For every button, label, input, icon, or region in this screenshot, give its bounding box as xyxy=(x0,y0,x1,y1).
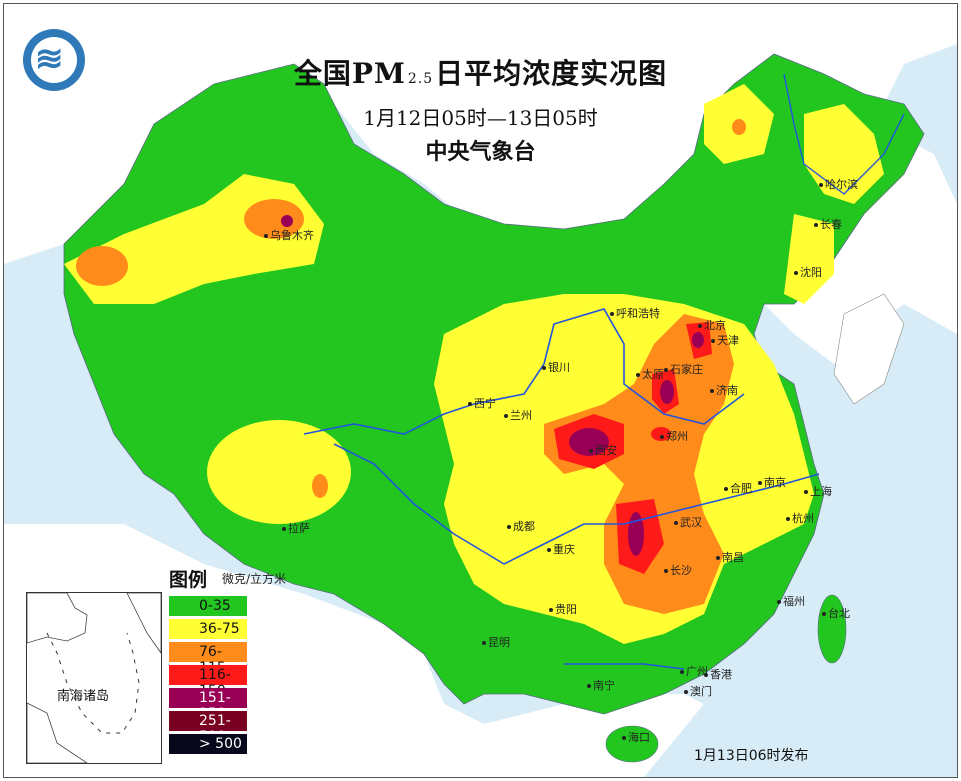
map-title: 全国PM 2.5日平均浓度实况图 xyxy=(4,52,957,92)
region-yellow-liaoning xyxy=(784,214,834,304)
legend-item: 251-500 xyxy=(169,711,247,745)
city-label: 太原 xyxy=(636,366,664,382)
korea-land xyxy=(833,293,905,405)
title-prefix: 全国PM xyxy=(293,57,406,90)
inset-map xyxy=(26,592,162,764)
region-orange-northeast xyxy=(732,119,746,135)
city-label: 合肥 xyxy=(724,480,752,496)
region-yellow-tibet xyxy=(207,420,351,524)
legend-item: 76-115 xyxy=(169,642,247,676)
city-label: 兰州 xyxy=(504,407,532,423)
city-label: 海口 xyxy=(622,729,650,745)
legend-swatch xyxy=(169,711,247,731)
legend-swatch xyxy=(169,619,247,639)
city-label: 武汉 xyxy=(674,514,702,530)
city-label: 济南 xyxy=(710,382,738,398)
legend-item: 116-150 xyxy=(169,665,247,699)
city-label: 沈阳 xyxy=(794,264,822,280)
region-red-zhengzhou xyxy=(651,427,671,441)
amur-river xyxy=(783,73,905,195)
legend-title: 图例 xyxy=(169,569,208,591)
legend-swatch xyxy=(169,688,247,708)
inset-coast-right xyxy=(126,592,162,655)
city-label: 长春 xyxy=(814,216,842,232)
city-label: 长沙 xyxy=(664,562,692,578)
city-label: 乌鲁木齐 xyxy=(264,227,314,243)
city-label: 西宁 xyxy=(468,395,496,411)
legend-item: > 500 xyxy=(169,734,247,755)
city-label: 广州 xyxy=(680,663,708,679)
region-orange-north-china xyxy=(544,314,734,614)
legend-label: 36-75 xyxy=(199,621,240,637)
inset-coast xyxy=(26,592,88,644)
city-label: 成都 xyxy=(507,518,535,534)
legend-swatch xyxy=(169,665,247,685)
city-label: 福州 xyxy=(777,593,805,609)
city-label: 南宁 xyxy=(587,677,615,693)
south-china-sea-inset: 南海诸岛 xyxy=(26,592,162,764)
legend-item: 151-250 xyxy=(169,688,247,722)
city-label: 郑州 xyxy=(660,428,688,444)
region-purple-urumqi xyxy=(281,215,293,227)
city-label: 南昌 xyxy=(716,549,744,565)
city-label: 杭州 xyxy=(786,510,814,526)
region-orange-xinjiang-west xyxy=(76,246,128,286)
city-label: 重庆 xyxy=(547,541,575,557)
region-purple-shanxi xyxy=(660,380,674,404)
map-frame: ≋ 全国PM 2.5日平均浓度实况图 1月12日05时—13日05时 中央气象台 … xyxy=(3,3,958,778)
region-orange-urumqi xyxy=(244,199,304,239)
yangtze-river xyxy=(333,443,820,565)
city-label: 台北 xyxy=(822,605,850,621)
inset-dash-line xyxy=(46,632,140,734)
legend-item: 36-75 xyxy=(169,619,247,640)
region-orange-tibet xyxy=(312,474,328,498)
inset-coast-bottom xyxy=(26,702,89,764)
map-agency: 中央气象台 xyxy=(425,139,536,165)
city-label: 上海 xyxy=(804,483,832,499)
city-label: 贵阳 xyxy=(549,601,577,617)
pearl-river xyxy=(564,663,685,670)
issue-time: 1月13日06时发布 xyxy=(694,748,809,764)
inset-label: 南海诸岛 xyxy=(57,689,110,704)
title-subscript: 2.5 xyxy=(407,71,434,87)
legend-unit: 微克/立方米 xyxy=(222,572,287,586)
city-label: 香港 xyxy=(704,666,732,682)
legend-swatch xyxy=(169,596,247,616)
city-label: 天津 xyxy=(711,332,739,348)
city-label: 拉萨 xyxy=(282,520,310,536)
city-label: 哈尔滨 xyxy=(819,176,858,192)
city-label: 银川 xyxy=(542,359,570,375)
region-purple-hubei xyxy=(628,512,644,556)
city-label: 呼和浩特 xyxy=(610,305,660,321)
legend-label: > 500 xyxy=(199,736,242,752)
region-purple-beijing xyxy=(692,332,704,348)
legend-item: 0-35 xyxy=(169,596,247,617)
city-label: 澳门 xyxy=(684,683,712,699)
yellow-river xyxy=(303,308,745,435)
title-suffix: 日平均浓度实况图 xyxy=(435,57,668,90)
region-purple-xian xyxy=(569,428,609,456)
hainan-island xyxy=(605,725,659,763)
city-label: 北京 xyxy=(698,317,726,333)
legend-swatch xyxy=(169,734,247,754)
map-period: 1月12日05时—13日05时 xyxy=(363,106,598,130)
city-label: 西安 xyxy=(589,442,617,458)
legend-swatch xyxy=(169,642,247,662)
cma-logo: ≋ xyxy=(23,29,85,91)
legend-label: 0-35 xyxy=(199,598,231,614)
city-label: 南京 xyxy=(758,474,786,490)
city-label: 昆明 xyxy=(482,634,510,650)
city-label: 石家庄 xyxy=(664,361,703,377)
